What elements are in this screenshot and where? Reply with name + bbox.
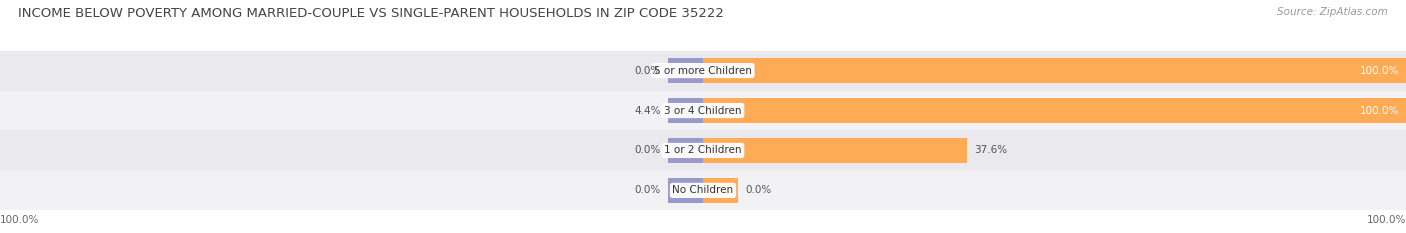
Text: 100.0%: 100.0% <box>1360 65 1399 75</box>
Bar <box>0 91 1406 130</box>
Bar <box>668 58 703 83</box>
Bar <box>703 138 967 163</box>
Text: 100.0%: 100.0% <box>1367 215 1406 225</box>
Bar <box>0 130 1406 170</box>
Text: 3 or 4 Children: 3 or 4 Children <box>664 106 742 116</box>
Text: INCOME BELOW POVERTY AMONG MARRIED-COUPLE VS SINGLE-PARENT HOUSEHOLDS IN ZIP COD: INCOME BELOW POVERTY AMONG MARRIED-COUPL… <box>18 7 724 20</box>
Bar <box>668 178 703 203</box>
Bar <box>703 178 738 203</box>
Text: 37.6%: 37.6% <box>974 145 1008 155</box>
Text: 0.0%: 0.0% <box>634 65 661 75</box>
Text: No Children: No Children <box>672 185 734 195</box>
Text: 100.0%: 100.0% <box>1360 106 1399 116</box>
Text: 0.0%: 0.0% <box>634 185 661 195</box>
Text: 4.4%: 4.4% <box>634 106 661 116</box>
Text: 0.0%: 0.0% <box>745 185 772 195</box>
Bar <box>703 98 1406 123</box>
Text: 0.0%: 0.0% <box>634 145 661 155</box>
Text: Source: ZipAtlas.com: Source: ZipAtlas.com <box>1277 7 1388 17</box>
Text: 5 or more Children: 5 or more Children <box>654 65 752 75</box>
Bar <box>0 170 1406 210</box>
Bar <box>0 51 1406 91</box>
Text: 100.0%: 100.0% <box>0 215 39 225</box>
Bar <box>703 58 1406 83</box>
Bar <box>668 138 703 163</box>
Bar <box>668 98 703 123</box>
Text: 1 or 2 Children: 1 or 2 Children <box>664 145 742 155</box>
